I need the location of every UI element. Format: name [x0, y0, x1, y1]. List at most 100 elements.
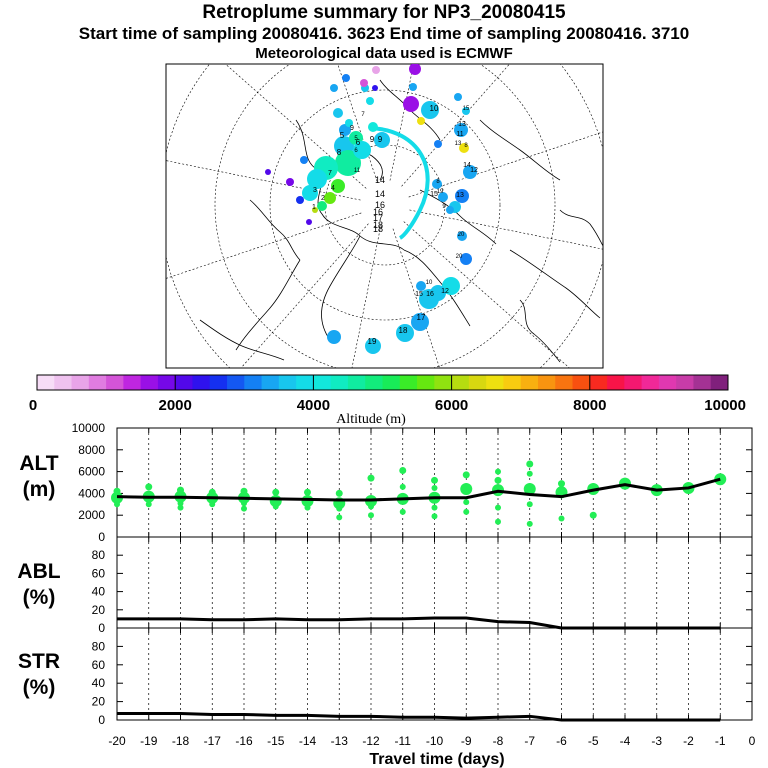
altitude-spread-point [177, 486, 184, 494]
x-tick-label: -18 [172, 734, 190, 748]
plume-day-label: 4 [331, 185, 335, 192]
plume-day-label: 6 [354, 148, 358, 154]
y-tick-label: 20 [92, 695, 106, 709]
colorbar-swatch [192, 375, 211, 390]
plume-day-label: 20 [458, 232, 465, 238]
panel-abl: 0 20 40 60 80 ABL (%) [17, 536, 753, 635]
colorbar-swatch [468, 375, 487, 390]
plume-day-label: 16 [373, 207, 383, 217]
plume-day-label: 15 [463, 106, 470, 112]
meteorological-data-note: Meteorological data used is ECMWF [255, 45, 513, 62]
plume-day-label: 15 [430, 191, 438, 198]
plume-day-label: 9 [350, 125, 354, 132]
y-tick-label: 60 [92, 566, 106, 580]
altitude-spread-point [241, 500, 247, 507]
plume-bubble [409, 64, 421, 75]
colorbar-swatch [106, 375, 124, 390]
colorbar-swatch [417, 375, 435, 390]
altitude-spread-point [368, 503, 374, 510]
y-tick-label: 4000 [78, 486, 105, 500]
y-tick-label: 20 [92, 603, 106, 617]
plume-bubble [417, 117, 425, 125]
plume-day-label: 8 [337, 148, 342, 157]
altitude-spread-point [399, 483, 406, 490]
y-tick-label: 8000 [78, 443, 105, 457]
plume-day-label: 3 [313, 187, 317, 194]
colorbar-swatch [555, 375, 574, 390]
plume-day-label: 2 [321, 195, 325, 202]
plume-bubble [446, 206, 454, 214]
plume-day-label: 7 [328, 170, 332, 177]
altitude-spread-point [272, 488, 280, 496]
x-tick-label: -11 [395, 734, 412, 748]
x-tick-label: -20 [108, 734, 126, 748]
altitude-spread-point [113, 487, 121, 495]
y-tick-label: 0 [98, 713, 105, 727]
altitude-spread-point [335, 489, 343, 497]
y-axis-label: (m) [23, 478, 56, 501]
y-tick-label: 0 [98, 621, 105, 635]
colorbar-swatch [296, 375, 314, 390]
plume-day-label: 6 [356, 138, 361, 147]
colorbar-swatch [676, 375, 694, 390]
plume-day-label: 14 [463, 162, 471, 169]
colorbar-swatch [624, 375, 643, 390]
plume-bubble [333, 108, 343, 118]
plume-bubble [353, 141, 371, 159]
colorbar-swatch [641, 375, 660, 390]
y-tick-label: 10000 [72, 421, 106, 435]
x-tick-label: -2 [683, 734, 694, 748]
plume-day-label: 19 [437, 189, 444, 195]
altitude-spread-point [336, 505, 343, 512]
plume-day-label: 14 [375, 175, 385, 185]
latitude-circle [214, 64, 556, 368]
altitude-spread-point [431, 476, 438, 484]
plume-bubble [462, 107, 470, 115]
time-series-panels: 0200040006000800010000ALT(m)020406080ABL… [17, 421, 755, 748]
y-tick-label: 2000 [78, 508, 105, 522]
x-tick-label: -13 [331, 734, 349, 748]
plume-day-label: 18 [373, 220, 383, 230]
plume-bubble [302, 185, 318, 201]
colorbar-swatch [589, 375, 608, 390]
x-tick-label: -3 [651, 734, 662, 748]
x-tick-label: -14 [299, 734, 317, 748]
colorbar-swatch [278, 375, 297, 390]
colorbar-swatch [693, 375, 712, 390]
altitude-spread-point [145, 483, 153, 491]
plume-bubble [403, 96, 419, 112]
plume-bubble [307, 169, 327, 189]
plume-bubble [463, 165, 477, 179]
colorbar-swatch [365, 375, 383, 390]
plume-bubble [457, 231, 467, 241]
plume-bubble [396, 324, 414, 342]
altitude-spread-point [463, 499, 470, 506]
colorbar-swatch [313, 375, 332, 390]
colorbar-swatch [382, 375, 401, 390]
plume-day-label: 8 [464, 143, 468, 149]
plume-day-label: 11 [354, 168, 361, 174]
colorbar-tick-label: 2000 [159, 397, 192, 414]
plume-bubble [411, 313, 429, 331]
plume-bubble [372, 85, 378, 91]
colorbar-swatch [54, 375, 73, 390]
y-tick-label: 6000 [78, 465, 105, 479]
x-tick-label: 0 [749, 734, 756, 748]
y-tick-label: 60 [92, 658, 106, 672]
y-tick-label: 40 [92, 585, 106, 599]
altitude-spread-point [367, 474, 375, 482]
plume-day-label: 13 [456, 192, 464, 199]
plume-day-label: 13 [458, 121, 466, 128]
plume-bubble [460, 253, 472, 265]
x-tick-label: -4 [620, 734, 631, 748]
altitude-spread-point [336, 514, 343, 521]
altitude-spread-point [526, 501, 533, 508]
colorbar-swatch [175, 375, 193, 390]
plume-day-label: 5 [354, 136, 358, 142]
plume-day-label: 12 [441, 288, 449, 295]
altitude-spread-point [495, 518, 501, 525]
altitude-spread-point [463, 508, 470, 515]
altitude-spread-point [368, 512, 374, 519]
